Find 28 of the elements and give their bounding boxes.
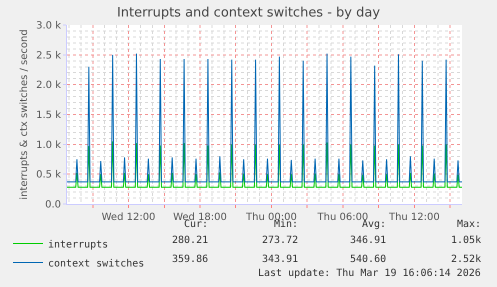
text: 343.91 (262, 254, 298, 265)
text: Last update: Thu Mar 19 16:06:14 2026 (258, 268, 481, 279)
y-tick-label: 1.5 k (36, 110, 62, 121)
x-tick-label: Wed 12:00 (102, 212, 156, 223)
x-tick-label: Thu 12:00 (388, 212, 440, 223)
text: 359.86 (172, 254, 208, 265)
text: 540.60 (350, 254, 386, 265)
line-series (67, 53, 462, 182)
text: 2.52k (451, 254, 482, 265)
legend-label: context switches (48, 258, 144, 270)
legend-label: interrupts (48, 239, 108, 250)
chart-title: Interrupts and context switches - by day (116, 6, 380, 21)
text: Cur: (184, 219, 208, 230)
y-axis-title: interrupts & ctx switches / second (19, 29, 30, 200)
line-series (67, 140, 462, 188)
y-tick-label: 2.0 k (36, 80, 62, 92)
text: 1.05k (451, 235, 482, 246)
y-tick-label: 3.0 k (36, 20, 62, 32)
text: 273.72 (262, 235, 298, 246)
text: Max: (457, 219, 482, 230)
y-tick-label: 0.5 k (36, 170, 62, 181)
text: 346.91 (350, 235, 386, 246)
y-tick-label: 0.0 (45, 200, 61, 210)
text: 280.21 (172, 235, 208, 246)
text: Avg: (362, 219, 386, 230)
y-tick-label: 1.0 k (36, 140, 62, 151)
text: Min: (274, 219, 298, 230)
y-tick-label: 2.5 k (36, 50, 62, 62)
